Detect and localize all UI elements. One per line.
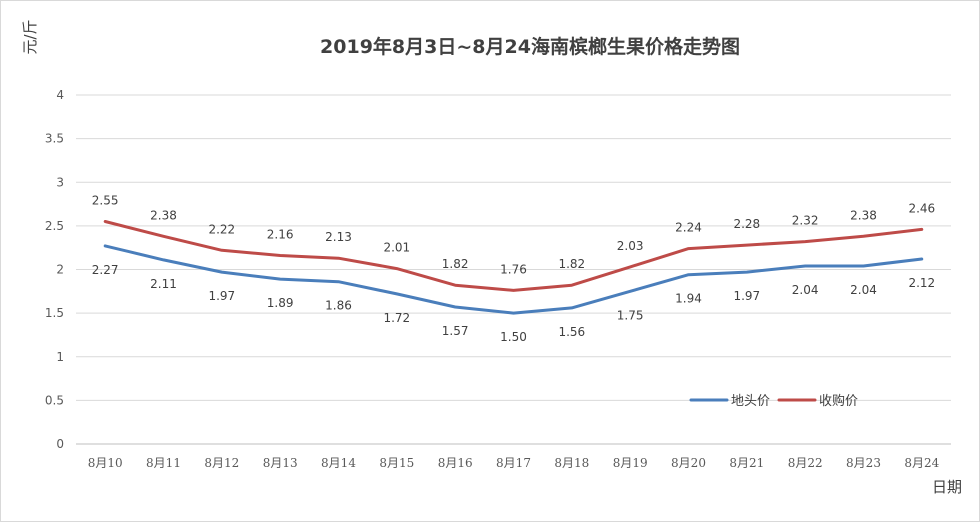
data-label: 2.04 xyxy=(792,283,819,297)
x-axis-ticks: 8月10 8月11 8月12 8月13 8月14 8月15 8月16 8月17 8月18 8月19… xyxy=(88,456,940,470)
y-tick-label: 0 xyxy=(56,437,64,451)
chart-title: 2019年8月3日~8月24海南槟榔生果价格走势图 xyxy=(320,35,740,58)
y-tick-label: 3.5 xyxy=(45,132,64,146)
x-tick-label: 8月20 xyxy=(671,456,706,470)
data-label: 2.13 xyxy=(325,230,352,244)
data-label: 2.32 xyxy=(792,214,819,228)
data-label: 1.94 xyxy=(675,292,702,306)
series-lines xyxy=(103,220,924,315)
data-label: 2.03 xyxy=(617,239,644,253)
data-label: 2.38 xyxy=(150,208,177,222)
legend: 地头价 收购价 xyxy=(689,393,858,409)
data-label: 1.86 xyxy=(325,299,352,313)
data-label: 1.76 xyxy=(500,262,527,276)
series-line xyxy=(103,244,924,315)
y-tick-label: 2.5 xyxy=(45,219,64,233)
y-axis-label: 元/斤 xyxy=(21,19,39,54)
data-label: 2.12 xyxy=(908,276,935,290)
x-axis-label: 日期 xyxy=(932,478,962,496)
data-label: 2.46 xyxy=(908,201,935,215)
y-tick-label: 3 xyxy=(56,175,64,189)
data-label: 2.01 xyxy=(383,241,410,255)
data-label: 2.22 xyxy=(208,222,235,236)
x-tick-label: 8月11 xyxy=(146,456,181,470)
data-label: 2.55 xyxy=(92,194,119,208)
y-tick-label: 0.5 xyxy=(45,393,64,407)
data-label: 2.24 xyxy=(675,221,702,235)
y-tick-label: 1 xyxy=(56,350,64,364)
series-line xyxy=(103,220,924,292)
data-label: 2.16 xyxy=(267,228,294,242)
y-tick-label: 1.5 xyxy=(45,306,64,320)
x-tick-label: 8月24 xyxy=(904,456,939,470)
y-tick-label: 4 xyxy=(56,88,64,102)
data-label: 2.28 xyxy=(733,217,760,231)
x-tick-label: 8月13 xyxy=(263,456,298,470)
data-label: 1.75 xyxy=(617,308,644,322)
x-tick-label: 8月16 xyxy=(438,456,473,470)
legend-label: 地头价 xyxy=(731,394,770,409)
data-label: 1.82 xyxy=(558,257,585,271)
data-label: 2.27 xyxy=(92,263,119,277)
data-label: 1.97 xyxy=(208,289,235,303)
x-tick-label: 8月10 xyxy=(88,456,123,470)
data-labels: 2.27 2.11 1.97 1.89 1.86 1.72 1.57 1.50 1.56 1.75… xyxy=(92,194,935,345)
x-tick-label: 8月15 xyxy=(379,456,414,470)
gridlines xyxy=(76,94,951,445)
x-tick-label: 8月21 xyxy=(729,456,764,470)
x-tick-label: 8月18 xyxy=(554,456,589,470)
x-tick-label: 8月17 xyxy=(496,456,531,470)
y-tick-label: 2 xyxy=(56,263,64,277)
y-axis-ticks: 0 0.5 1 1.5 2 2.5 3 3.5 4 xyxy=(45,88,64,451)
legend-label: 收购价 xyxy=(819,393,858,409)
data-label: 2.11 xyxy=(150,277,177,291)
data-label: 1.56 xyxy=(558,325,585,339)
data-label: 1.82 xyxy=(442,257,469,271)
x-tick-label: 8月22 xyxy=(788,456,823,470)
x-tick-label: 8月19 xyxy=(613,456,648,470)
data-label: 1.97 xyxy=(733,289,760,303)
x-tick-label: 8月23 xyxy=(846,456,881,470)
data-label: 1.89 xyxy=(267,296,294,310)
data-label: 1.57 xyxy=(442,324,469,338)
data-label: 1.72 xyxy=(383,311,410,325)
data-label: 2.38 xyxy=(850,208,877,222)
x-tick-label: 8月14 xyxy=(321,456,356,470)
data-label: 2.04 xyxy=(850,283,877,297)
x-tick-label: 8月12 xyxy=(204,456,239,470)
data-label: 1.50 xyxy=(500,330,527,344)
